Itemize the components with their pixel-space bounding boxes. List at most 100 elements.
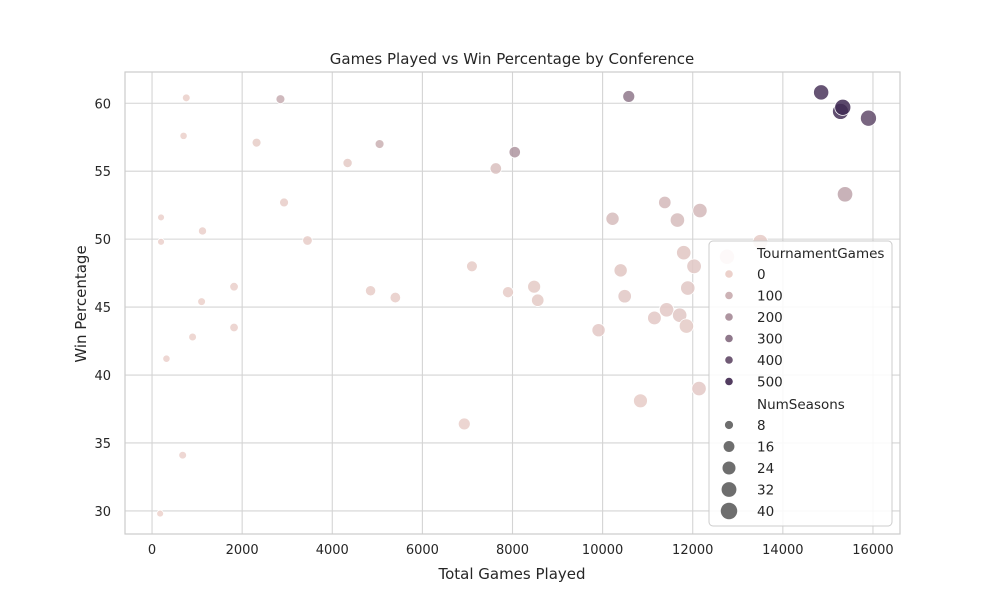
y-axis-ticks: 30 35 40 45 50 55 60 — [94, 97, 111, 520]
data-point — [229, 322, 239, 333]
legend-hue-label: 100 — [757, 289, 783, 305]
legend-size-marker — [723, 441, 735, 452]
legend-size-label: 40 — [757, 504, 774, 520]
legend-size-label: 32 — [757, 483, 774, 499]
data-point — [658, 302, 675, 318]
data-point — [531, 293, 545, 307]
data-point — [669, 212, 686, 228]
data-point — [658, 195, 672, 210]
data-point — [672, 307, 688, 323]
x-axis-label: Total Games Played — [437, 565, 585, 583]
legend-hue-label: 200 — [757, 310, 783, 326]
data-point — [162, 354, 171, 363]
data-point — [157, 237, 165, 246]
x-tick-label: 16000 — [852, 543, 893, 558]
data-point — [489, 162, 502, 175]
y-tick-label: 60 — [94, 97, 111, 112]
data-point — [374, 139, 385, 149]
data-point — [680, 280, 696, 296]
x-tick-label: 2000 — [226, 543, 259, 558]
legend-hue-label: 500 — [757, 375, 783, 391]
data-point — [179, 131, 188, 140]
data-point — [275, 94, 286, 105]
data-point — [365, 285, 377, 297]
legend-size-label: 8 — [757, 418, 766, 434]
data-point — [197, 297, 206, 306]
data-points — [156, 84, 877, 518]
data-point — [508, 146, 521, 159]
legend-hue-items: 0 100 200 300 400 500 — [725, 267, 783, 391]
data-point — [157, 213, 165, 222]
x-tick-label: 10000 — [582, 543, 623, 558]
legend: TournamentGames 0 100 200 300 400 500 NumSeas… — [708, 240, 893, 527]
data-point — [622, 90, 636, 103]
legend-hue-label: 400 — [757, 353, 783, 369]
data-point — [178, 450, 187, 460]
legend-size-label: 24 — [757, 461, 774, 477]
data-point — [181, 93, 191, 103]
y-tick-label: 45 — [94, 301, 111, 316]
y-tick-label: 30 — [94, 505, 111, 520]
data-point — [229, 282, 239, 292]
legend-size-items: 8 16 24 32 40 — [720, 418, 774, 520]
data-point — [389, 291, 402, 304]
data-point — [686, 258, 702, 275]
data-point — [692, 202, 708, 219]
data-point — [613, 263, 628, 278]
legend-hue-marker — [725, 270, 733, 278]
data-point — [466, 260, 478, 273]
legend-size-marker — [721, 482, 737, 497]
legend-box — [708, 240, 893, 527]
y-tick-label: 55 — [94, 165, 111, 180]
legend-size-label: 16 — [757, 440, 774, 456]
plot-frame — [124, 71, 901, 535]
legend-hue-marker — [725, 291, 733, 300]
legend-size-marker — [722, 461, 736, 475]
x-tick-label: 8000 — [496, 543, 529, 558]
data-point — [836, 186, 854, 203]
data-point — [647, 310, 662, 326]
legend-hue-marker — [725, 377, 733, 386]
legend-hue-marker — [725, 356, 733, 364]
data-point — [591, 323, 606, 338]
legend-hue-title: TournamentGames — [756, 246, 884, 262]
data-point — [302, 235, 313, 246]
data-point — [617, 289, 632, 304]
data-point — [633, 393, 648, 409]
y-tick-label: 50 — [94, 233, 111, 248]
x-axis-ticks: 0 2000 4000 6000 8000 10000 12000 14000 16000 — [148, 543, 894, 558]
data-point — [860, 109, 877, 127]
legend-size-title: NumSeasons — [757, 397, 845, 413]
data-point — [834, 98, 852, 116]
data-point — [605, 211, 620, 226]
x-tick-label: 0 — [148, 543, 156, 558]
legend-size-marker — [720, 502, 738, 520]
x-tick-label: 4000 — [316, 543, 349, 558]
data-point — [457, 417, 471, 431]
y-tick-label: 40 — [94, 369, 111, 384]
data-point — [156, 509, 165, 518]
data-point — [251, 137, 262, 148]
data-point — [502, 286, 514, 299]
data-point — [188, 332, 197, 342]
x-tick-label: 6000 — [406, 543, 439, 558]
y-axis-label: Win Percentage — [72, 245, 90, 362]
data-point — [676, 245, 692, 261]
data-point — [198, 226, 207, 236]
legend-size-marker — [724, 420, 734, 430]
y-tick-label: 35 — [94, 437, 111, 452]
legend-hue-label: 0 — [757, 267, 766, 283]
data-point — [342, 157, 353, 169]
data-point — [527, 279, 542, 294]
legend-hue-label: 300 — [757, 332, 783, 348]
x-tick-label: 14000 — [762, 543, 803, 558]
legend-hue-marker — [725, 313, 733, 321]
chart-title: Games Played vs Win Percentage by Confer… — [330, 50, 694, 68]
legend-hue-marker — [725, 334, 733, 343]
data-point — [279, 197, 289, 208]
x-tick-label: 12000 — [672, 543, 713, 558]
data-point — [813, 84, 830, 101]
data-point — [678, 318, 695, 334]
data-point — [691, 380, 707, 397]
